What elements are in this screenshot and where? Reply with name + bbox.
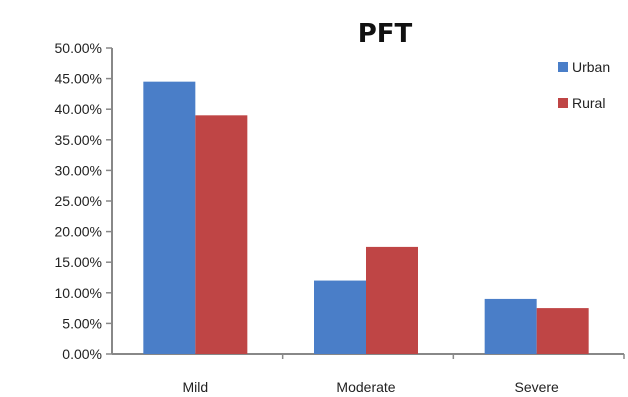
bars [143,81,589,354]
bar-urban-mild [143,81,196,354]
legend-label-urban: Urban [572,59,610,75]
y-tick-label: 45.00% [55,71,102,87]
y-tick-label: 35.00% [55,132,102,148]
y-tick-label: 50.00% [55,40,102,56]
y-tick-label: 5.00% [62,315,102,331]
legend-swatch-rural [558,98,568,108]
bar-rural-severe [536,308,589,354]
bar-rural-moderate [366,246,418,354]
chart-title: PFT [358,19,413,49]
x-tick-label: Mild [182,379,208,395]
x-tick-label: Moderate [336,379,395,395]
y-tick-label: 15.00% [55,254,102,270]
y-tick-label: 10.00% [55,285,102,301]
axes: 0.00% 5.00% 10.00% 15.00% 20.00% 25.00% 30.00%… [55,40,625,395]
y-tick-label: 30.00% [55,162,102,178]
bar-urban-moderate [314,280,366,354]
y-tick-label: 0.00% [62,346,102,362]
y-tick-label: 40.00% [55,101,102,117]
legend: Urban Rural [558,59,610,111]
legend-label-rural: Rural [572,95,605,111]
x-tick-label: Severe [514,379,559,395]
y-tick-label: 25.00% [55,193,102,209]
bar-rural-mild [195,115,248,354]
bar-urban-severe [484,298,537,354]
y-tick-label: 20.00% [55,224,102,240]
legend-swatch-urban [558,62,568,72]
